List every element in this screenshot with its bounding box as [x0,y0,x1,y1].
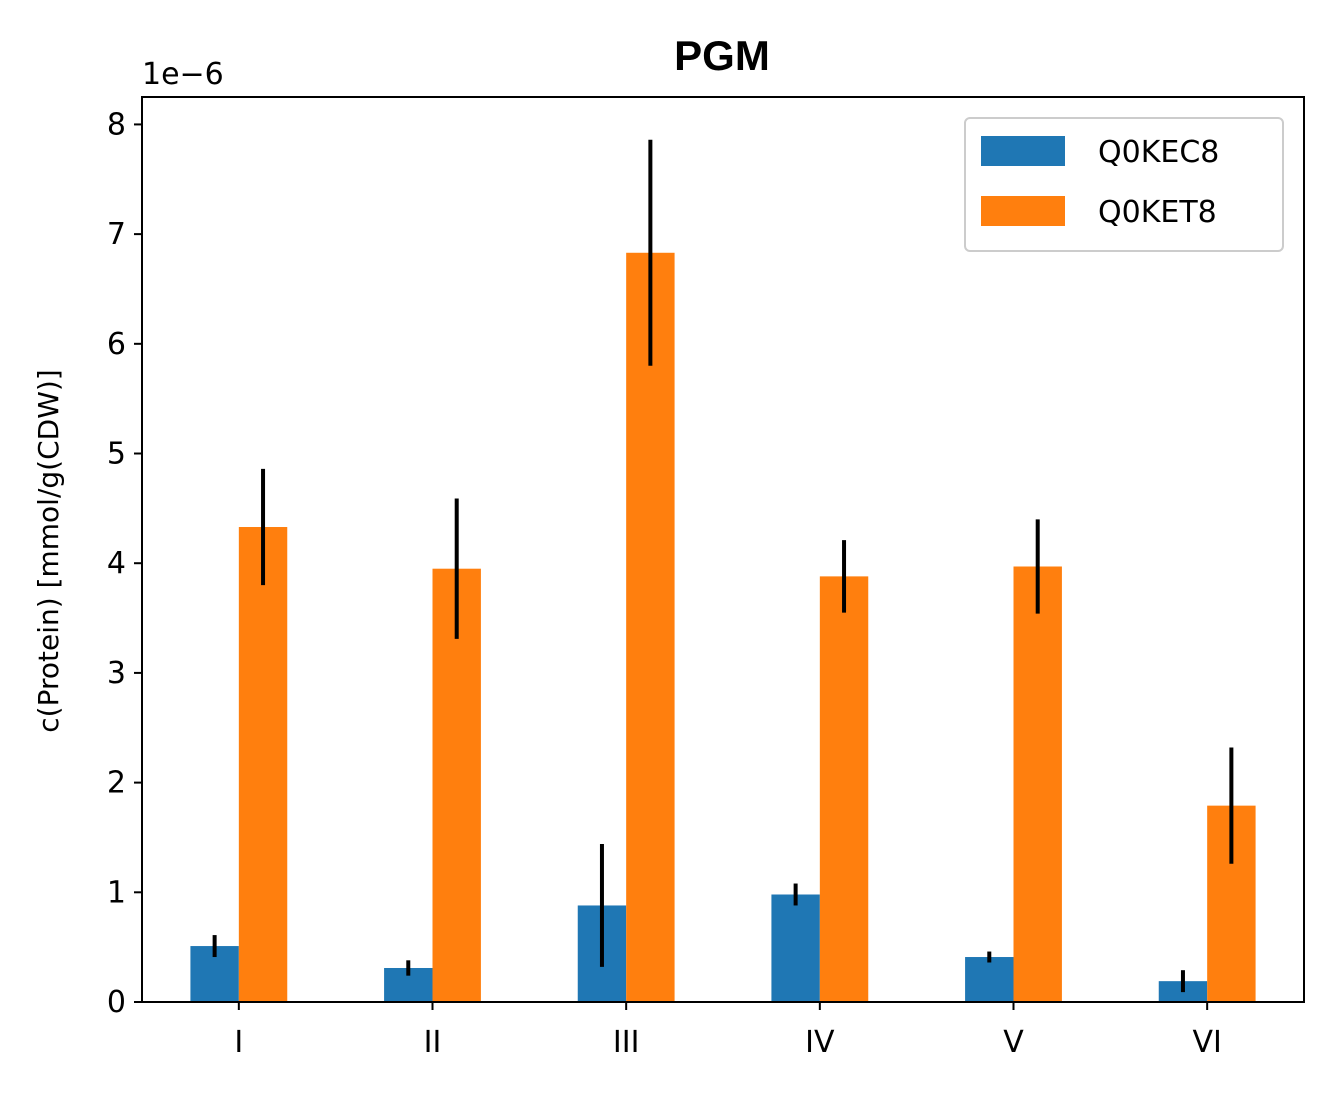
y-axis: 0 1 2 3 4 5 6 7 8 [107,107,142,1020]
y-tick-label: 6 [107,327,126,362]
chart-title: PGM [674,32,770,79]
y-tick-label: 8 [107,107,126,142]
legend-swatch [981,136,1065,166]
y-tick-label: 2 [107,766,126,801]
y-tick-label: 3 [107,656,126,691]
x-tick-label: V [1003,1025,1024,1060]
x-axis: I II III IV V VI [234,1002,1222,1060]
y-tick-label: 1 [107,875,126,910]
bar [819,576,869,1002]
bar [1013,566,1062,1002]
y-tick-label: 5 [107,437,126,472]
bars-layer [190,252,1256,1002]
y-tick-label: 4 [107,546,126,581]
plot-frame [141,96,1305,1003]
y-offset-label: 1e−6 [142,57,224,92]
bar [965,957,1014,1002]
x-tick-label: III [613,1025,640,1060]
x-tick-label: IV [805,1025,835,1060]
y-tick-label: 0 [107,985,126,1020]
legend: Q0KEC8 Q0KET8 [964,117,1284,252]
y-axis-title: c(Protein) [mmol/g(CDW)] [32,369,65,732]
x-tick-label: II [424,1025,442,1060]
bar [238,527,288,1002]
x-tick-label: VI [1192,1025,1221,1060]
bar [626,252,675,1002]
bar [771,894,820,1002]
legend-swatch [981,196,1065,226]
errorbars-layer [212,139,1234,993]
x-tick-label: I [234,1025,243,1060]
y-tick-label: 7 [107,217,126,252]
bar [432,568,481,1002]
legend-label: Q0KET8 [1098,195,1217,230]
legend-label: Q0KEC8 [1098,135,1219,170]
